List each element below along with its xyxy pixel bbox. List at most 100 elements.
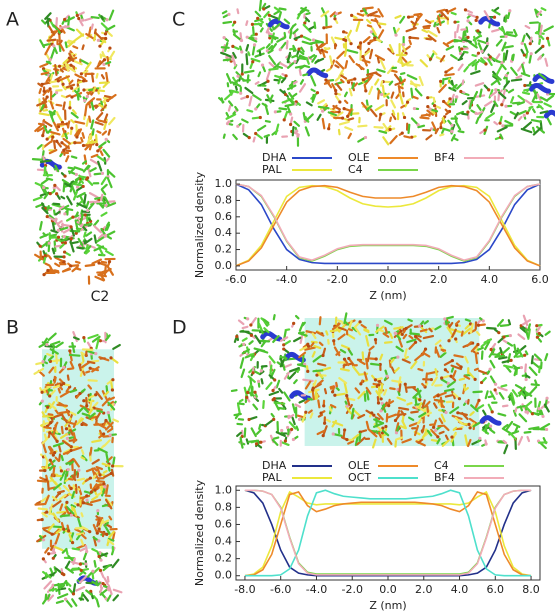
molecule-atom [394,431,399,435]
molecule-bond [428,327,433,333]
molecule-atom [523,353,527,357]
molecule-bond [344,126,354,131]
molecule-bond [305,113,314,122]
dha-molecule [289,390,312,401]
molecule-atom [524,377,528,382]
molecule-bond [54,164,60,173]
molecule-bond [34,123,44,133]
molecule-atom [450,435,454,439]
molecule-atom [333,17,337,21]
molecule-atom [83,213,87,217]
molecule-bond [522,121,532,130]
molecule-atom [289,112,293,116]
molecule-atom [247,417,251,422]
molecule-bond [46,584,55,594]
molecule-bond [104,223,110,232]
molecule-atom [423,347,428,351]
molecule-bond [466,341,473,347]
molecule-bond [373,418,384,425]
molecule-atom [467,422,471,426]
molecule-bond [470,70,481,75]
molecule-bond [96,155,106,163]
molecule-bond [512,409,517,417]
molecule-atom [62,250,67,254]
molecule-bond [89,167,97,173]
molecule-bond [484,390,489,400]
molecule-bond [53,376,57,384]
y-tick-label: 0.0 [215,259,233,272]
molecule-atom [342,107,346,111]
molecule-atom [331,432,335,436]
molecule-bond [388,359,392,368]
molecule-atom [297,47,301,51]
molecule-bond [51,203,62,208]
molecule-atom [284,74,288,78]
molecule-bond [292,28,299,35]
molecule-bond [275,431,286,437]
molecule-bond [369,108,378,118]
molecule-atom [500,103,504,107]
molecule-atom [240,72,244,76]
molecule-bond [59,390,71,398]
molecule-bond [416,13,423,21]
molecule-bond [44,12,52,20]
molecule-bond [403,135,412,139]
molecule-bond [424,19,432,25]
molecule-bond [278,107,288,111]
molecule-bond [351,82,356,90]
molecule-bond [71,240,79,245]
molecule-bond [69,360,75,369]
molecule-bond [250,427,257,438]
molecule-bond [76,192,86,198]
molecule-atom [450,123,454,127]
molecule-atom [53,450,57,455]
molecule-bond [408,39,412,46]
molecule-atom [522,113,526,117]
molecule-bond [325,330,329,336]
molecule-bond [471,62,478,66]
molecule-bond [246,36,258,43]
molecule-bond [105,498,113,510]
molecule-atom [440,376,444,380]
molecule-atom [227,12,231,16]
molecule-bond [72,458,80,468]
molecule-bond [493,100,499,108]
molecule-bond [495,38,503,47]
molecule-bond [444,73,455,77]
legend-label: OCT [348,471,371,484]
molecule-bond [59,43,65,52]
molecule-atom [345,437,349,442]
molecule-bond [88,399,93,411]
molecule-atom [331,390,335,394]
molecule-bond [52,424,58,436]
molecule-atom [426,104,430,109]
molecule-bond [289,367,301,373]
molecule-atom [62,260,66,264]
y-tick-label: 0.0 [215,569,233,582]
molecule-bond [99,150,104,157]
molecule-atom [544,427,549,432]
molecule-bond [82,222,93,227]
molecule-bond [457,57,464,62]
molecule-bond [100,183,108,191]
molecule-bond [84,104,88,117]
molecule-bond [461,112,469,116]
molecule-bond [78,597,85,601]
molecule-atom [81,501,86,505]
molecule-atom [70,126,74,130]
molecule-bond [60,425,64,435]
molecule-atom [475,15,479,19]
molecule-bond [368,85,374,96]
molecule-atom [45,214,49,219]
molecule-bond [262,399,265,409]
molecule-atom [443,317,447,321]
molecule-bond [250,57,261,63]
molecule-atom [56,228,60,232]
molecule-atom [418,324,422,328]
molecule-bond [347,319,353,331]
dha-molecule [478,16,501,27]
molecule-atom [347,356,351,361]
molecule-bond [39,39,46,49]
molecule-bond [66,374,70,381]
molecule-atom [76,503,80,507]
